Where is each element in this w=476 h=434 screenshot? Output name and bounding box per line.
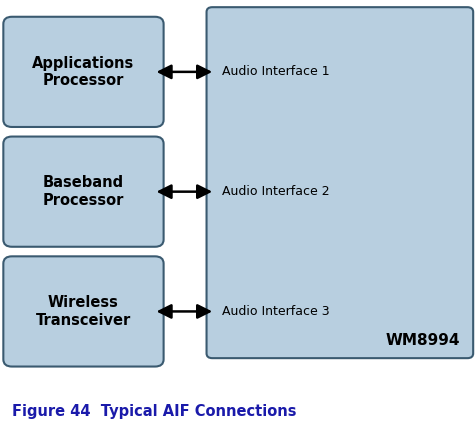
Text: Audio Interface 3: Audio Interface 3 bbox=[221, 305, 329, 318]
FancyBboxPatch shape bbox=[206, 7, 472, 358]
FancyBboxPatch shape bbox=[3, 137, 163, 247]
Text: Audio Interface 2: Audio Interface 2 bbox=[221, 185, 329, 198]
Text: Wireless
Transceiver: Wireless Transceiver bbox=[36, 295, 131, 328]
Text: WM8994: WM8994 bbox=[385, 333, 459, 348]
Text: Figure 44  Typical AIF Connections: Figure 44 Typical AIF Connections bbox=[12, 404, 296, 419]
FancyBboxPatch shape bbox=[3, 17, 163, 127]
Text: Baseband
Processor: Baseband Processor bbox=[43, 175, 124, 208]
Text: Audio Interface 1: Audio Interface 1 bbox=[221, 66, 329, 79]
Text: Applications
Processor: Applications Processor bbox=[32, 56, 134, 88]
FancyBboxPatch shape bbox=[3, 256, 163, 367]
